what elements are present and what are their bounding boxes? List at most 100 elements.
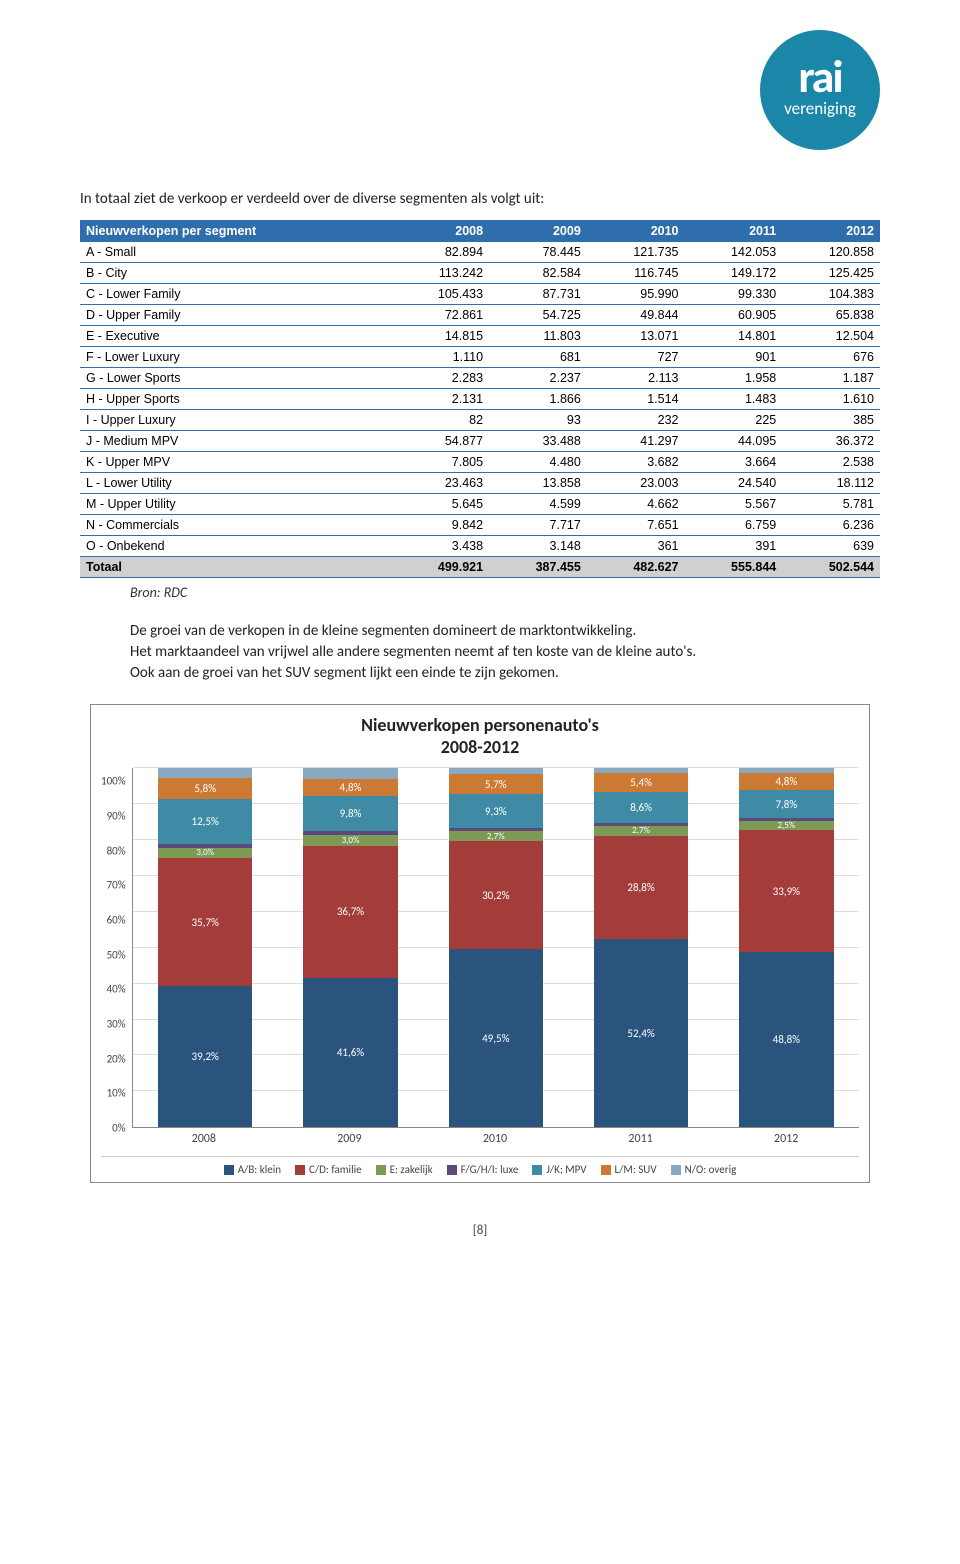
table-row: E - Executive14.81511.80313.07114.80112.… (80, 326, 880, 347)
cell-value: 72.861 (391, 305, 489, 326)
cell-value: 225 (685, 410, 783, 431)
bar-segment: 9,3% (449, 794, 543, 827)
legend-item: L/M: SUV (601, 1163, 657, 1176)
y-tick: 50% (101, 948, 126, 961)
cell-value: 95.990 (587, 284, 685, 305)
legend-swatch (532, 1165, 542, 1175)
cell-label: E - Executive (80, 326, 391, 347)
bar-segment (303, 768, 397, 779)
bar-segment: 3,0% (158, 848, 252, 859)
cell-value: 4.599 (489, 494, 587, 515)
cell-label: J - Medium MPV (80, 431, 391, 452)
cell-value: 901 (685, 347, 783, 368)
cell-value: 54.877 (391, 431, 489, 452)
legend-item: A/B: klein (224, 1163, 281, 1176)
chart-title: Nieuwverkopen personenauto's 2008-2012 (101, 715, 859, 758)
cell-value: 2.131 (391, 389, 489, 410)
bar-segment: 52,4% (594, 939, 688, 1127)
cell-label: G - Lower Sports (80, 368, 391, 389)
para-1: De groei van de verkopen in de kleine se… (130, 621, 880, 642)
cell-value: 9.842 (391, 515, 489, 536)
chart-container: Nieuwverkopen personenauto's 2008-2012 0… (90, 704, 870, 1183)
cell-value: 82.584 (489, 263, 587, 284)
cell-value: 7.717 (489, 515, 587, 536)
legend-swatch (376, 1165, 386, 1175)
bar-segment: 9,8% (303, 796, 397, 831)
x-tick: 2010 (483, 1132, 507, 1146)
y-tick: 0% (101, 1122, 126, 1135)
bar-segment: 4,8% (739, 773, 833, 790)
table-row: F - Lower Luxury1.110681727901676 (80, 347, 880, 368)
table-row: J - Medium MPV54.87733.48841.29744.09536… (80, 431, 880, 452)
cell-value: 6.759 (685, 515, 783, 536)
stacked-bar: 39,2%35,7%3,0%12,5%5,8% (158, 768, 252, 1127)
bar-segment: 39,2% (158, 986, 252, 1127)
cell-value: 44.095 (685, 431, 783, 452)
cell-value: 78.445 (489, 242, 587, 263)
cell-value: 49.844 (587, 305, 685, 326)
y-tick: 10% (101, 1087, 126, 1100)
legend-label: A/B: klein (238, 1163, 281, 1176)
cell-label: M - Upper Utility (80, 494, 391, 515)
table-row: D - Upper Family72.86154.72549.84460.905… (80, 305, 880, 326)
y-axis: 0%10%20%30%40%50%60%70%80%90%100% (101, 768, 132, 1128)
para-2: Het marktaandeel van vrijwel alle andere… (130, 642, 880, 663)
cell-value: 2.283 (391, 368, 489, 389)
rai-logo: rai vereniging (760, 30, 880, 150)
legend-swatch (295, 1165, 305, 1175)
cell-label: L - Lower Utility (80, 473, 391, 494)
cell-value: 125.425 (782, 263, 880, 284)
table-row: G - Lower Sports2.2832.2372.1131.9581.18… (80, 368, 880, 389)
cell-value: 23.463 (391, 473, 489, 494)
legend: A/B: kleinC/D: familieE: zakelijkF/G/H/I… (101, 1156, 859, 1176)
cell-label: H - Upper Sports (80, 389, 391, 410)
legend-item: C/D: familie (295, 1163, 362, 1176)
x-tick: 2011 (628, 1132, 652, 1146)
cell-value: 33.488 (489, 431, 587, 452)
cell-value: 14.801 (685, 326, 783, 347)
cell-label: I - Upper Luxury (80, 410, 391, 431)
cell-value: 87.731 (489, 284, 587, 305)
legend-item: F/G/H/I: luxe (447, 1163, 519, 1176)
logo-area: rai vereniging (80, 30, 880, 150)
cell-value: 3.438 (391, 536, 489, 557)
cell-value: 60.905 (685, 305, 783, 326)
bar-segment: 7,8% (739, 790, 833, 818)
cell-label: C - Lower Family (80, 284, 391, 305)
table-row: O - Onbekend3.4383.148361391639 (80, 536, 880, 557)
cell-value: 65.838 (782, 305, 880, 326)
cell-value: 2.538 (782, 452, 880, 473)
chart-plot-area: 0%10%20%30%40%50%60%70%80%90%100% 39,2%3… (101, 768, 859, 1128)
cell-value: 121.735 (587, 242, 685, 263)
cell-value: 385 (782, 410, 880, 431)
y-tick: 90% (101, 809, 126, 822)
cell-value: 54.725 (489, 305, 587, 326)
cell-value: 113.242 (391, 263, 489, 284)
cell-value: 13.071 (587, 326, 685, 347)
col-year: 2012 (782, 220, 880, 242)
cell-value: 681 (489, 347, 587, 368)
bar-segment: 30,2% (449, 841, 543, 949)
bar-segment (158, 768, 252, 778)
x-tick: 2012 (774, 1132, 798, 1146)
legend-label: C/D: familie (309, 1163, 362, 1176)
cell-value: 116.745 (587, 263, 685, 284)
bar-segment: 2,5% (739, 821, 833, 830)
cell-value: 1.110 (391, 347, 489, 368)
cell-value: 36.372 (782, 431, 880, 452)
table-row: A - Small82.89478.445121.735142.053120.8… (80, 242, 880, 263)
col-year: 2009 (489, 220, 587, 242)
cell-value: 99.330 (685, 284, 783, 305)
bar-segment: 5,4% (594, 773, 688, 792)
cell-value: 2.113 (587, 368, 685, 389)
table-row: L - Lower Utility23.46313.85823.00324.54… (80, 473, 880, 494)
cell-value: 4.480 (489, 452, 587, 473)
col-year: 2010 (587, 220, 685, 242)
table-row: K - Upper MPV7.8054.4803.6823.6642.538 (80, 452, 880, 473)
cell-value: 3.664 (685, 452, 783, 473)
cell-value: 6.236 (782, 515, 880, 536)
logo-line1: rai (760, 30, 880, 100)
cell-value: 12.504 (782, 326, 880, 347)
cell-value: 232 (587, 410, 685, 431)
cell-value: 120.858 (782, 242, 880, 263)
